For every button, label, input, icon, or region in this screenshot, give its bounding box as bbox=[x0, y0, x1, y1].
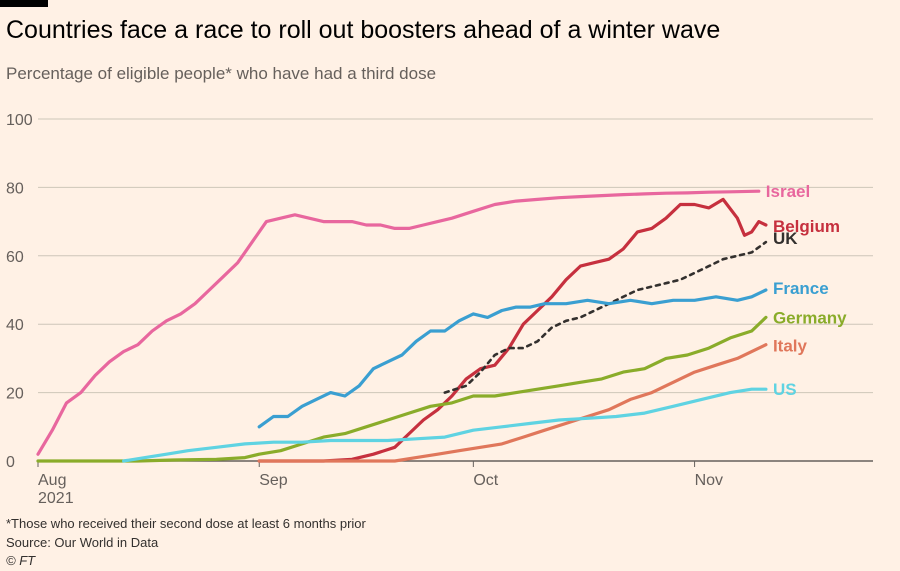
series-label-us: US bbox=[773, 380, 797, 399]
grid-layer bbox=[38, 118, 873, 462]
y-tick-label: 0 bbox=[6, 454, 15, 471]
y-tick-label: 60 bbox=[6, 249, 24, 266]
x-tick-sublabel: 2021 bbox=[38, 490, 74, 507]
x-tick-label: Oct bbox=[473, 472, 498, 489]
series-line-belgium bbox=[257, 197, 768, 463]
copyright: © FT bbox=[6, 553, 36, 568]
y-tick-label: 40 bbox=[6, 317, 24, 334]
series-layer bbox=[36, 189, 768, 463]
series-label-uk: UK bbox=[773, 229, 798, 248]
series-label-italy: Italy bbox=[773, 337, 808, 356]
source-note: Source: Our World in Data bbox=[6, 535, 159, 550]
x-tick-label: Nov bbox=[695, 472, 723, 489]
x-tick-label: Aug bbox=[38, 472, 66, 489]
series-label-belgium: Belgium bbox=[773, 217, 840, 236]
series-line-uk bbox=[443, 240, 768, 394]
brand-bar bbox=[0, 0, 48, 7]
footnote: *Those who received their second dose at… bbox=[6, 516, 366, 531]
series-line-us bbox=[122, 387, 768, 463]
series-label-germany: Germany bbox=[773, 308, 847, 327]
x-tick-label: Sep bbox=[259, 472, 288, 489]
y-tick-label: 80 bbox=[6, 180, 24, 197]
chart-title: Countries face a race to roll out booste… bbox=[6, 16, 721, 44]
chart-subtitle: Percentage of eligible people* who have … bbox=[6, 64, 437, 83]
series-line-israel bbox=[36, 189, 761, 456]
series-line-france bbox=[257, 288, 768, 429]
series-label-france: France bbox=[773, 279, 829, 298]
series-label-israel: Israel bbox=[766, 182, 810, 201]
y-tick-label: 20 bbox=[6, 386, 24, 403]
y-tick-label: 100 bbox=[6, 112, 33, 129]
series-line-germany bbox=[36, 315, 768, 463]
